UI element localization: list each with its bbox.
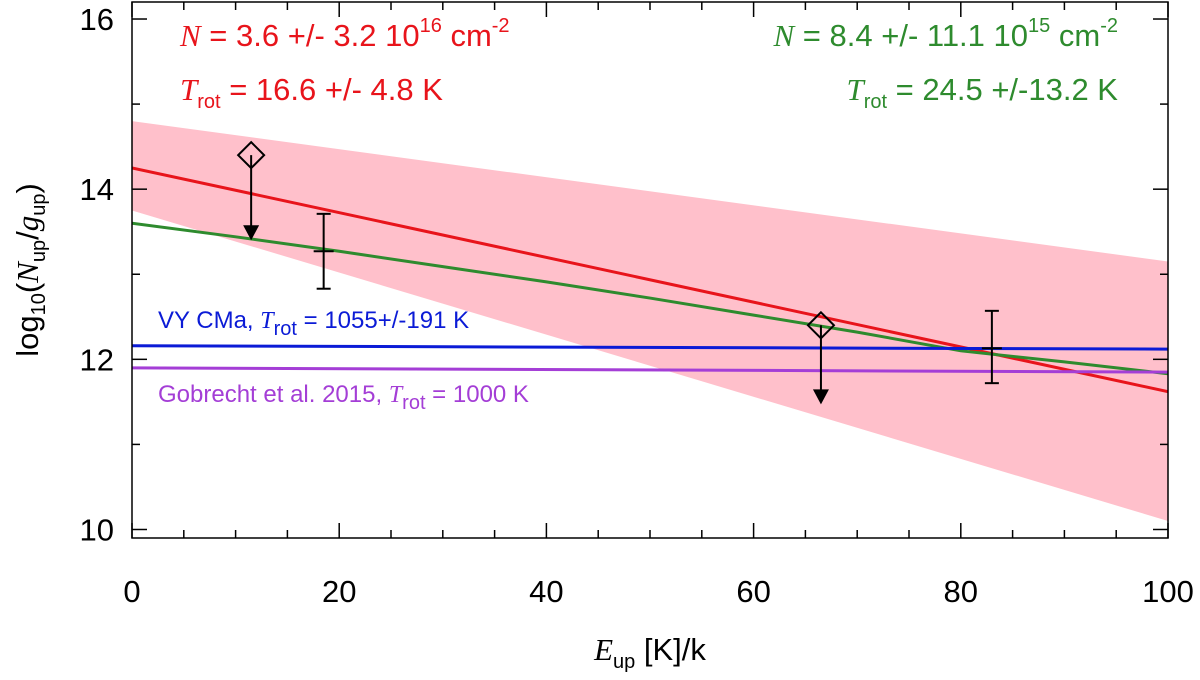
blue-t-sub: rot xyxy=(274,318,298,340)
x-tick-label: 100 xyxy=(1142,574,1194,609)
marker-layer xyxy=(236,140,1002,405)
y-label-num: N xyxy=(10,260,45,284)
annotation-green: N = 8.4 +/- 11.1 1015 cm-2 Trot = 24.5 +… xyxy=(773,15,1119,113)
x-tick-label: 20 xyxy=(322,574,356,609)
blue-t-symbol: T xyxy=(260,308,275,334)
green-t-symbol: T xyxy=(846,72,866,107)
x-axis-label: Eup [K]/k xyxy=(593,632,706,673)
y-tick-label: 10 xyxy=(80,512,114,547)
tick-marks xyxy=(131,2,1169,538)
x-label-symbol: E xyxy=(593,632,613,667)
red-n-exp: 16 xyxy=(420,15,442,37)
green-t-sub: rot xyxy=(864,91,888,113)
purple-post: = 1000 K xyxy=(426,381,529,408)
green-n-symbol: N xyxy=(773,18,797,53)
x-label-sub: up xyxy=(613,651,635,673)
annotation-red-line2: Trot = 16.6 +/- 4.8 K xyxy=(180,72,443,113)
annotation-red: N = 3.6 +/- 3.2 1016 cm-2 Trot = 16.6 +/… xyxy=(179,15,510,113)
red-t-symbol: T xyxy=(180,72,200,107)
x-tick-label: 60 xyxy=(736,574,770,609)
y-axis-label: log10(Nup/gup) xyxy=(10,183,50,357)
x-tick-label: 40 xyxy=(529,574,563,609)
band-layer xyxy=(132,121,1168,521)
uncertainty-band xyxy=(132,121,1168,521)
upper-limit-arrowhead xyxy=(243,225,260,241)
upper-limit-1 xyxy=(806,310,836,405)
y-label-log: log xyxy=(10,315,45,356)
x-tick-label: 80 xyxy=(944,574,978,609)
red-t-sub: rot xyxy=(197,91,221,113)
y-label-open: ( xyxy=(10,282,45,293)
green-n-unit-exp: -2 xyxy=(1100,15,1118,37)
upper-limit-0 xyxy=(236,140,266,241)
y-label-slash: / xyxy=(10,231,45,240)
error-bar-1 xyxy=(981,309,1002,385)
red-n-symbol: N xyxy=(179,18,203,53)
green-n-text: = 8.4 +/- 11.1 10 xyxy=(794,18,1028,53)
y-label-log-sub: 10 xyxy=(28,293,50,315)
series-line-purple xyxy=(132,366,1168,374)
tick-layer: 0 20 40 60 80 100 10 12 14 16 xyxy=(80,2,1194,609)
blue-pre: VY CMa, xyxy=(158,307,260,334)
y-label-den-sub: up xyxy=(28,194,50,216)
blue-post: = 1055+/-191 K xyxy=(297,307,469,334)
error-bar-0 xyxy=(313,212,334,290)
y-tick-label: 16 xyxy=(80,2,114,37)
red-t-text: = 16.6 +/- 4.8 K xyxy=(221,72,444,107)
red-n-text: = 3.6 +/- 3.2 10 xyxy=(201,18,420,53)
green-n-unit: cm xyxy=(1050,18,1100,53)
annotation-blue: VY CMa, Trot = 1055+/-191 K xyxy=(158,307,469,340)
y-tick-label: 14 xyxy=(80,172,114,207)
y-label-num-sub: up xyxy=(28,240,50,262)
x-tick-label: 0 xyxy=(123,574,140,609)
green-n-exp: 15 xyxy=(1028,15,1050,37)
purple-pre: Gobrecht et al. 2015, xyxy=(158,381,389,408)
purple-t-sub: rot xyxy=(402,392,426,414)
upper-limit-arrowhead xyxy=(812,389,829,405)
purple-t-symbol: T xyxy=(389,382,404,408)
x-label-rest: [K]/k xyxy=(635,632,706,667)
y-label-close: ) xyxy=(10,183,45,193)
y-label-den: g xyxy=(10,216,45,232)
red-n-unit: cm xyxy=(442,18,492,53)
series-line-green xyxy=(132,221,1168,376)
annotation-purple: Gobrecht et al. 2015, Trot = 1000 K xyxy=(158,381,529,414)
annotation-green-line2: Trot = 24.5 +/-13.2 K xyxy=(846,72,1118,113)
annotation-green-line1: N = 8.4 +/- 11.1 1015 cm-2 xyxy=(773,15,1119,53)
green-t-text: = 24.5 +/-13.2 K xyxy=(887,72,1118,107)
red-n-unit-exp: -2 xyxy=(492,15,510,37)
y-tick-label: 12 xyxy=(80,342,114,377)
annotation-red-line1: N = 3.6 +/- 3.2 1016 cm-2 xyxy=(179,15,510,53)
